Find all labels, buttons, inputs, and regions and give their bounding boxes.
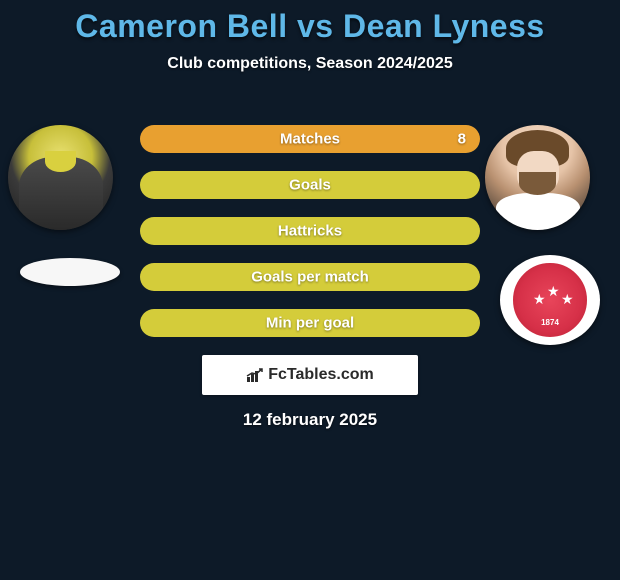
stat-bar-label: Goals	[140, 177, 480, 194]
stat-bars: Matches8 Goals Hattricks Goals per match Min…	[140, 125, 480, 355]
stat-bar: Min per goal	[140, 309, 480, 337]
chart-icon	[246, 368, 264, 382]
page-title: Cameron Bell vs Dean Lyness	[0, 8, 620, 45]
content-wrapper: Cameron Bell vs Dean Lyness Club competi…	[0, 0, 620, 580]
stat-bar-label: Hattricks	[140, 223, 480, 240]
watermark-text: FcTables.com	[268, 366, 374, 384]
stat-bar: Goals per match	[140, 263, 480, 291]
stat-bar-label: Matches	[140, 131, 480, 148]
stat-bar-value-right: 8	[458, 131, 466, 148]
stat-bar: Hattricks	[140, 217, 480, 245]
stat-bar-label: Min per goal	[140, 315, 480, 332]
stat-bar: Goals	[140, 171, 480, 199]
stat-bar: Matches8	[140, 125, 480, 153]
player-right-avatar	[485, 125, 590, 230]
player-left-avatar	[8, 125, 113, 230]
club-badge-right: ★ ★ ★ 1874	[500, 255, 600, 345]
club-badge-left	[20, 258, 120, 286]
club-year: 1874	[513, 318, 587, 327]
watermark: FcTables.com	[202, 355, 418, 395]
star-icon: ★	[533, 291, 546, 308]
star-icon: ★	[561, 291, 574, 308]
date-label: 12 february 2025	[0, 410, 620, 430]
stat-bar-label: Goals per match	[140, 269, 480, 286]
subtitle: Club competitions, Season 2024/2025	[0, 55, 620, 73]
star-icon: ★	[547, 283, 560, 300]
